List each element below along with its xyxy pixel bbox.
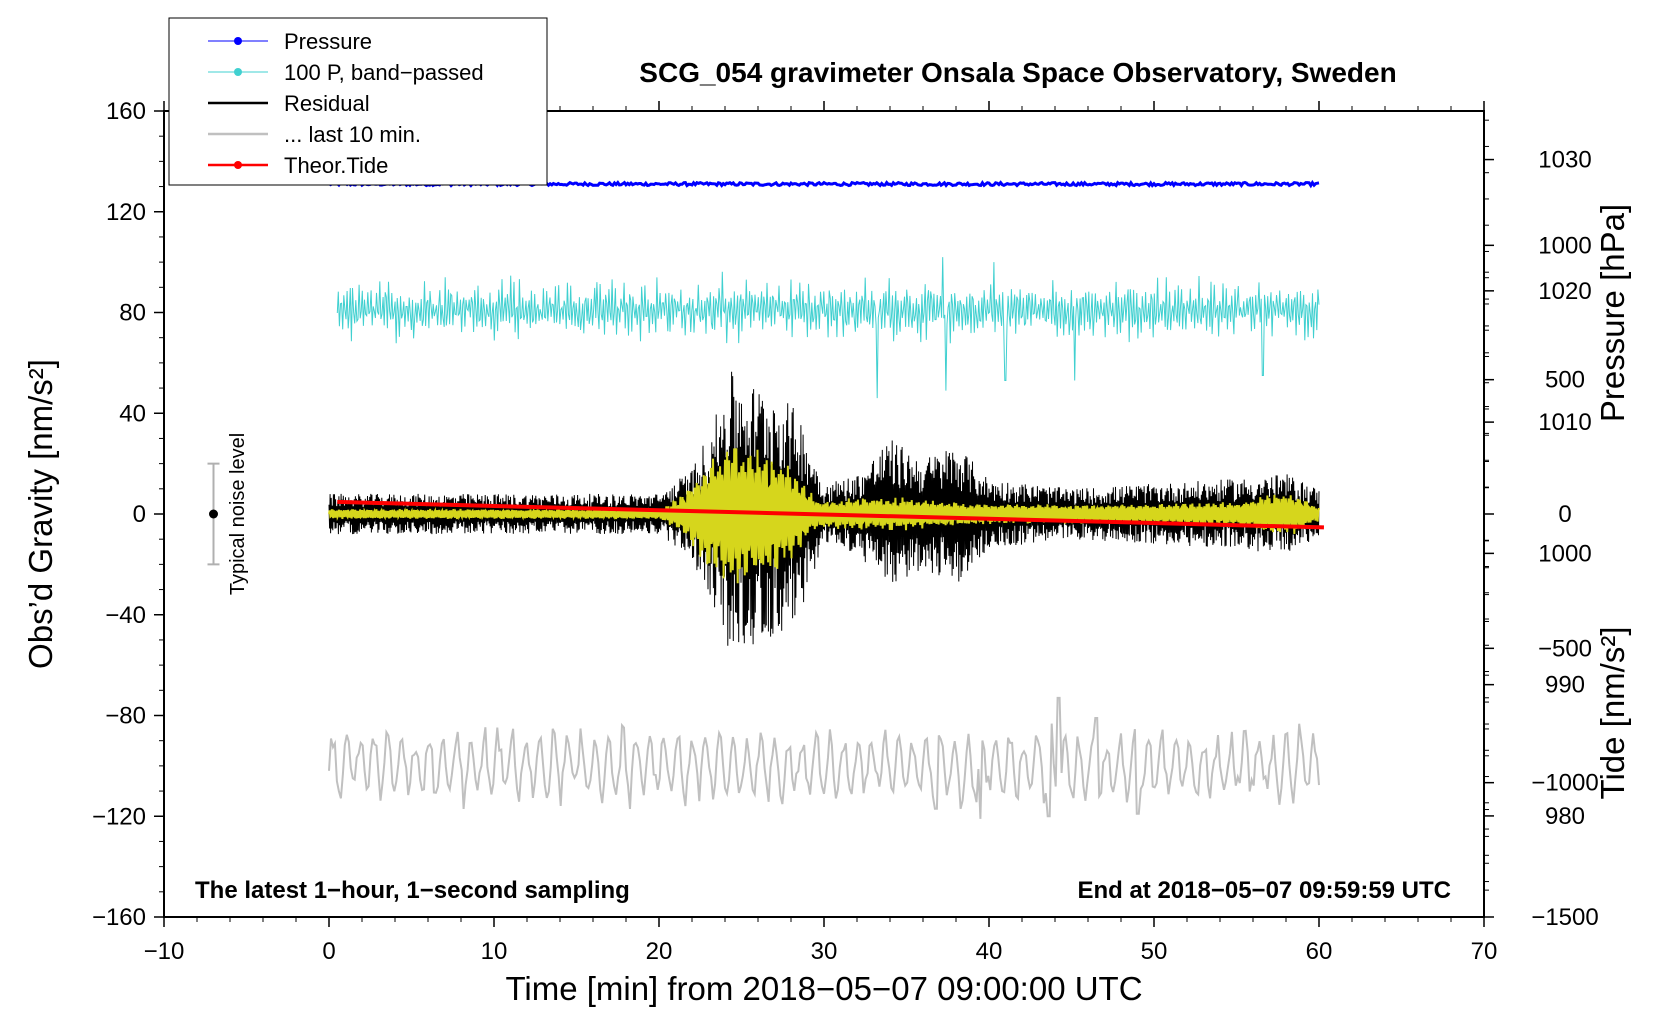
y-left-tick-label: 120 [106,199,146,226]
y-left-tick-label: 160 [106,98,146,125]
x-tick-label: 70 [1471,938,1498,965]
y-axis-title-tide: Tide [nm/s²] [1594,627,1631,800]
legend-label: Residual [284,91,370,116]
x-axis-title: Time [min] from 2018−05−07 09:00:00 UTC [505,970,1142,1007]
y-axis-title-pressure: Pressure [hPa] [1594,204,1631,422]
noise-bar-center [209,509,218,519]
y-left-tick-label: 0 [133,501,146,528]
pressure-tick-label: 1000 [1538,540,1591,567]
legend: Pressure 100 P, band−passed Residual ... la… [168,17,548,186]
legend-label: ... last 10 min. [284,122,421,147]
ticks-layer: −10 0 10 20 30 40 50 60 70−160−120−80−4004080120… [92,98,1599,965]
y-left-tick-label: 80 [119,300,146,327]
annotation-sampling: The latest 1−hour, 1−second sampling [195,877,630,904]
legend-label: Theor.Tide [284,153,388,178]
tide-tick-label: −1500 [1531,904,1598,931]
legend-marker [234,161,242,169]
pressure-tick-label: 990 [1545,672,1585,699]
legend-box [168,17,548,186]
tide-tick-label: −500 [1538,635,1592,662]
tide-tick-label: 500 [1545,367,1585,394]
y-axis-title-left: Obs’d Gravity [nm/s²] [22,359,59,669]
series-residual [328,371,1320,646]
y-left-tick-label: −120 [92,803,146,830]
x-tick-label: 50 [1141,938,1168,965]
y-left-tick-label: −160 [92,904,146,931]
x-tick-label: 20 [646,938,673,965]
pressure-tick-label: 1030 [1538,147,1591,174]
y-left-tick-label: −40 [105,602,146,629]
y-left-tick-label: −80 [105,703,146,730]
x-tick-label: 10 [481,938,508,965]
tide-tick-label: 0 [1558,501,1571,528]
chart-title: SCG_054 gravimeter Onsala Space Observat… [639,57,1396,88]
series-band-passed-pressure [336,257,1320,399]
legend-label: Pressure [284,29,372,54]
legend-marker [234,68,242,76]
pressure-tick-label: 980 [1545,803,1585,830]
pressure-tick-label: 1020 [1538,278,1591,305]
legend-marker [234,37,242,45]
noise-bar [207,462,220,566]
series-last-10-min [328,696,1320,819]
series-theoretical-tide [337,499,1325,530]
x-tick-label: 40 [976,938,1003,965]
tide-tick-label: 1000 [1538,232,1591,259]
y-left-tick-label: 40 [119,400,146,427]
pressure-tick-label: 1010 [1538,409,1591,436]
legend-label: 100 P, band−passed [284,60,484,85]
x-tick-label: −10 [144,938,185,965]
x-tick-label: 0 [322,938,335,965]
series-residual-filtered [328,448,1320,584]
noise-bar-label: Typical noise level [227,433,249,595]
x-tick-label: 60 [1306,938,1333,965]
x-tick-label: 30 [811,938,838,965]
tide-tick-label: −1000 [1531,770,1598,797]
annotation-end-time: End at 2018−05−07 09:59:59 UTC [1077,877,1451,904]
